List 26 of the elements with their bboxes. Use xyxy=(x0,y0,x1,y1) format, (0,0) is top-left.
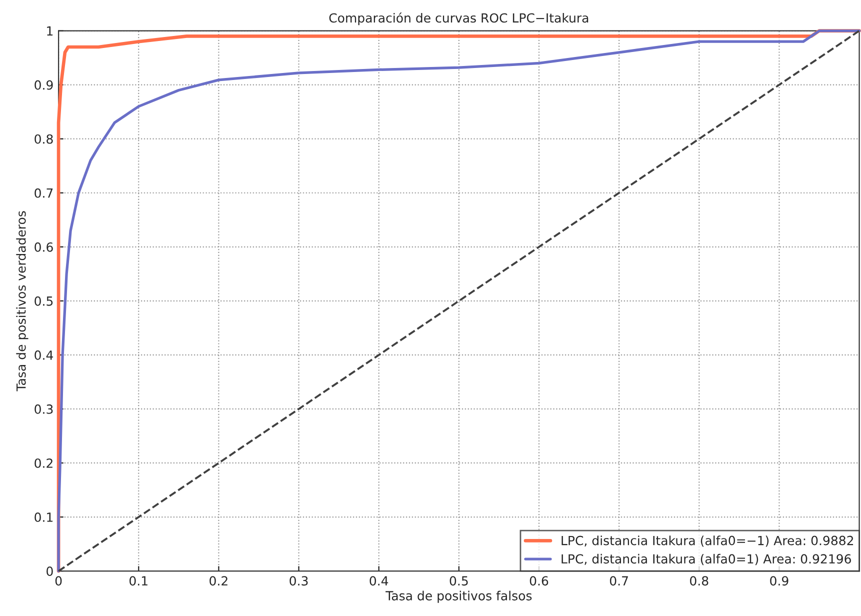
x-tick-label: 0.4 xyxy=(370,576,388,586)
y-tick-label: 0.3 xyxy=(34,404,53,414)
x-tick-label: 0.6 xyxy=(530,576,548,586)
y-tick-label: 0.7 xyxy=(34,188,53,198)
x-tick-label: 0.7 xyxy=(610,576,628,586)
x-axis-title: Tasa de positivos falsos xyxy=(386,590,532,603)
y-tick-label: 0.6 xyxy=(34,242,53,252)
x-tick-label: 0.9 xyxy=(770,576,788,586)
legend-label: LPC, distancia Itakura (alfa0=1) Area: 0.92196 xyxy=(562,554,851,566)
y-tick-label: 0.5 xyxy=(34,296,53,306)
y-tick-label: 0.1 xyxy=(34,512,53,522)
legend-label: LPC, distancia Itakura (alfa0=−1) Area: 0.9882 xyxy=(562,536,854,547)
chart-title: Comparación de curvas ROC LPC−Itakura xyxy=(329,12,588,26)
x-tick-label: 0.1 xyxy=(130,576,148,586)
x-tick-label: 0.8 xyxy=(690,576,708,586)
x-tick-label: 0.5 xyxy=(450,576,468,586)
y-tick-label: 1 xyxy=(47,26,53,36)
y-tick-label: 0 xyxy=(46,566,53,576)
y-tick-label: 0.9 xyxy=(34,80,53,90)
x-tick-label: 0.2 xyxy=(210,576,228,586)
y-tick-label: 0.8 xyxy=(34,134,53,144)
x-tick-label: 0 xyxy=(55,576,62,586)
y-axis-title: Tasa de positivos verdaderos xyxy=(16,211,28,392)
x-tick-label: 0.3 xyxy=(290,576,308,586)
y-tick-label: 0.2 xyxy=(34,458,52,468)
y-tick-label: 0.4 xyxy=(34,350,53,360)
